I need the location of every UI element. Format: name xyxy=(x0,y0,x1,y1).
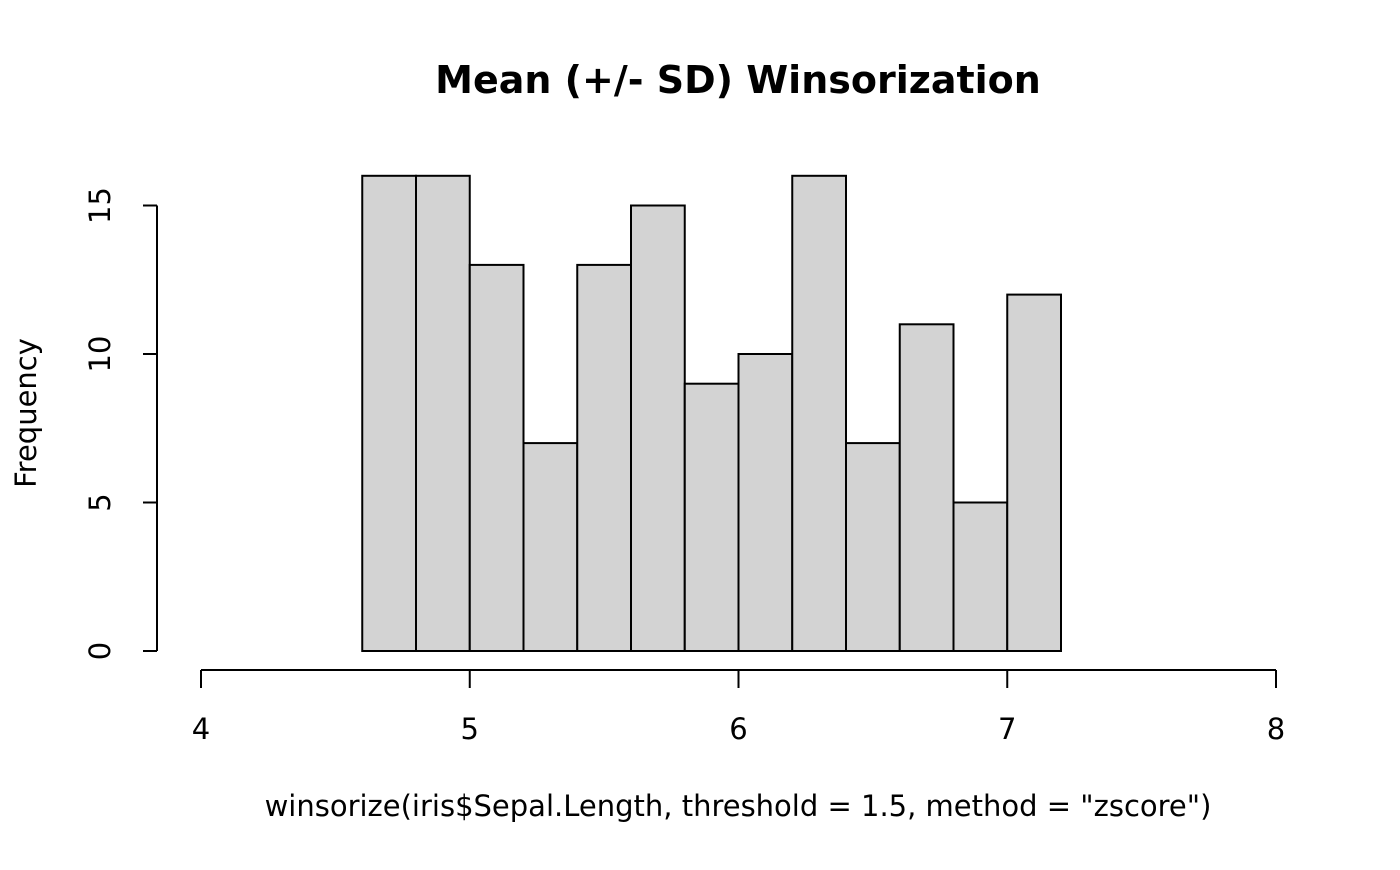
x-axis-label: winsorize(iris$Sepal.Length, threshold =… xyxy=(265,789,1212,823)
histogram-bar xyxy=(522,442,579,652)
y-tick-label: 5 xyxy=(83,493,117,511)
histogram-bar xyxy=(845,442,901,652)
histogram-bar xyxy=(1006,293,1062,652)
x-tick-label: 6 xyxy=(729,712,747,746)
y-tick-label: 0 xyxy=(83,642,117,660)
histogram-bar xyxy=(576,263,632,652)
histogram-bar xyxy=(898,323,955,652)
y-tick-label: 10 xyxy=(83,336,117,373)
histogram-bar xyxy=(361,174,417,653)
histogram-bar xyxy=(952,501,1009,652)
histogram-bar xyxy=(737,353,794,652)
y-axis: 0 5 10 15 xyxy=(83,187,158,660)
bars-group xyxy=(361,174,1062,653)
histogram-bar xyxy=(791,174,847,653)
histogram-bar xyxy=(468,263,525,652)
histogram-bar xyxy=(415,174,471,653)
x-axis: 4 5 6 7 8 xyxy=(192,669,1285,746)
x-tick-label: 5 xyxy=(461,712,479,746)
histogram-bar xyxy=(630,204,686,652)
x-tick-label: 4 xyxy=(192,712,210,746)
chart-title: Mean (+/- SD) Winsorization xyxy=(435,58,1041,102)
histogram-bar xyxy=(683,382,740,652)
x-tick-label: 8 xyxy=(1267,712,1285,746)
x-tick-label: 7 xyxy=(998,712,1016,746)
y-axis-label: Frequency xyxy=(9,338,43,488)
y-tick-label: 15 xyxy=(83,187,117,224)
